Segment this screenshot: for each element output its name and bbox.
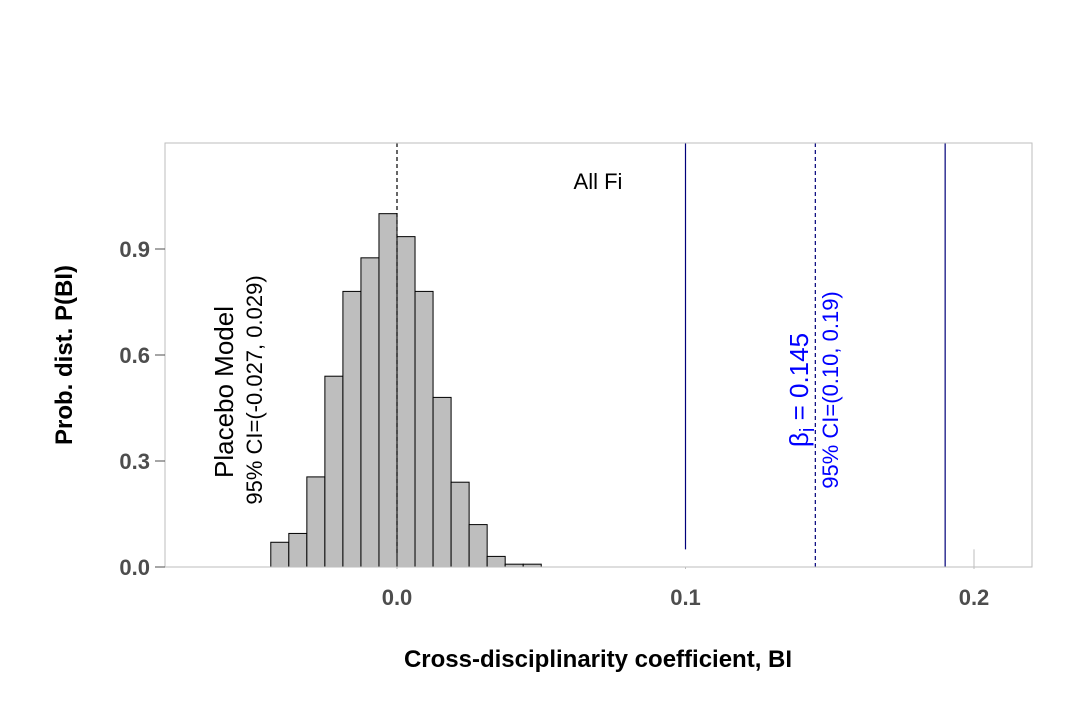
histogram-bar-0 — [270, 541, 290, 568]
x-axis-title: Cross-disciplinarity coefficient, BI — [404, 646, 792, 673]
histogram-bar-10 — [450, 481, 470, 568]
y-tick-label-1: 0.3 — [119, 449, 150, 474]
x-tick-label-2: 0.2 — [959, 585, 990, 610]
plot-frame — [164, 142, 1033, 568]
placebo-ci: 95% CI=(-0.027, 0.029) — [242, 275, 267, 504]
y-tick-label-0: 0.0 — [119, 555, 150, 580]
histogram-bar-6 — [378, 213, 398, 568]
histogram-bar-8 — [414, 290, 434, 568]
beta-estimate: βi = 0.145 — [784, 333, 819, 447]
x-tick-label-1: 0.1 — [670, 585, 701, 610]
placebo-title: Placebo Model — [209, 306, 239, 478]
histogram-bar-12 — [486, 555, 506, 568]
x-tick-label-0: 0.0 — [382, 585, 413, 610]
histogram-bar-7 — [396, 236, 416, 568]
y-tick-label-2: 0.6 — [119, 343, 150, 368]
beta-subscript: i — [797, 428, 819, 432]
y-tick-label-3: 0.9 — [119, 237, 150, 262]
histogram-bar-2 — [306, 476, 326, 568]
beta-symbol: β — [784, 432, 814, 447]
y-axis-ticks: 0.0 0.3 0.6 0.9 — [119, 237, 165, 580]
y-axis-title: Prob. dist. P(BI) — [51, 265, 78, 445]
x-axis-ticks: 0.0 0.1 0.2 — [382, 567, 990, 610]
histogram-bar-11 — [468, 524, 488, 568]
beta-value: = 0.145 — [784, 333, 814, 428]
histogram-bar-1 — [288, 532, 308, 568]
histogram-bar-4 — [342, 290, 362, 568]
histogram-bar-3 — [324, 375, 344, 568]
histogram-bar-5 — [360, 257, 380, 568]
histogram-bars — [270, 213, 542, 568]
histogram-bar-9 — [432, 396, 452, 568]
beta-ci: 95% CI=(0.10, 0.19) — [818, 291, 843, 489]
reference-lines — [396, 143, 975, 567]
panel-label: All Fi — [574, 169, 623, 194]
